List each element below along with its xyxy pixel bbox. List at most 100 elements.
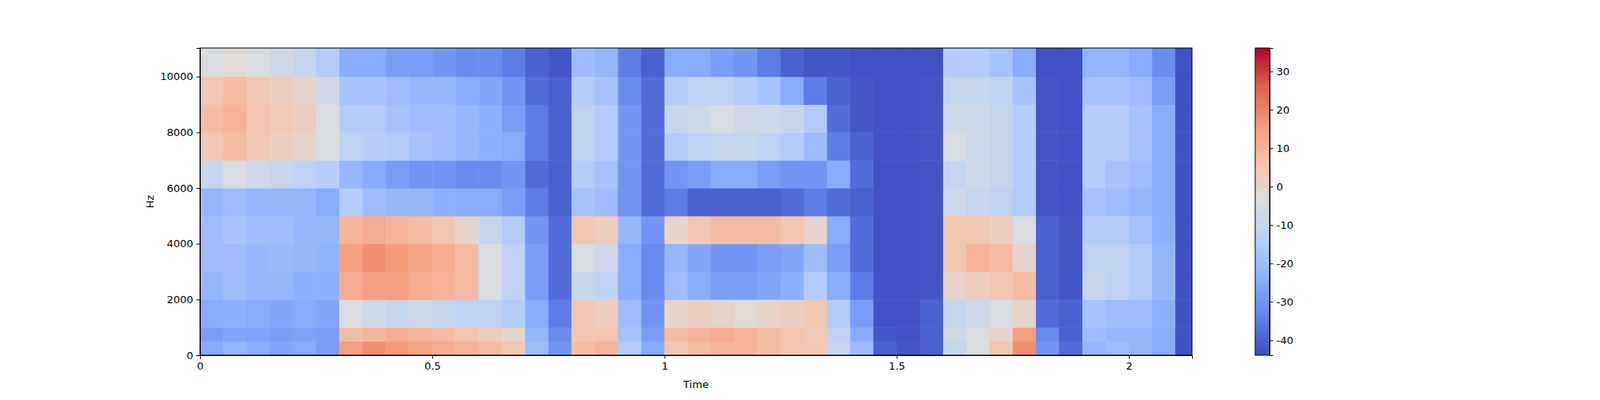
- tick-mark: [196, 132, 201, 133]
- tick-mark: [196, 76, 201, 78]
- cell: [478, 160, 503, 188]
- tick-label: 1: [661, 360, 668, 372]
- cell: [966, 216, 991, 244]
- cell: [548, 76, 572, 105]
- cell: [734, 160, 759, 188]
- cell: [1012, 48, 1037, 77]
- cell: [339, 272, 364, 300]
- cell: [688, 104, 712, 133]
- cell: [385, 299, 410, 328]
- cell: [1036, 327, 1060, 342]
- cell: [640, 104, 665, 133]
- cell: [1105, 188, 1130, 216]
- cell: [594, 188, 619, 216]
- cell: [292, 244, 317, 272]
- cell: [594, 327, 619, 342]
- cell: [1059, 327, 1084, 342]
- tick-mark: [1269, 224, 1274, 226]
- cell: [734, 216, 759, 244]
- cell: [896, 160, 921, 188]
- cell: [920, 160, 944, 188]
- x-axis-title: Time: [682, 378, 709, 391]
- cell: [292, 48, 317, 77]
- cell: [594, 341, 619, 356]
- cell: [316, 341, 340, 356]
- tick: 2: [1125, 355, 1132, 372]
- cell: [966, 132, 991, 160]
- cell: [223, 299, 248, 328]
- cell: [873, 216, 898, 244]
- cell: [966, 244, 991, 272]
- tick: 0: [1269, 180, 1284, 193]
- cell: [1082, 341, 1107, 356]
- cell: [1152, 272, 1176, 300]
- cell: [989, 244, 1014, 272]
- cell: [223, 188, 248, 216]
- cell: [200, 244, 224, 272]
- cell: [757, 188, 782, 216]
- cell: [757, 132, 782, 160]
- cell: [432, 299, 456, 328]
- cell: [757, 327, 782, 342]
- cell: [1036, 76, 1060, 105]
- cell: [362, 132, 387, 160]
- cell: [501, 244, 526, 272]
- cell: [989, 76, 1014, 105]
- cell: [246, 327, 271, 342]
- cell: [1152, 160, 1176, 188]
- cell: [873, 272, 898, 300]
- tick: 1: [661, 355, 668, 372]
- cell: [501, 132, 526, 160]
- cell: [432, 48, 456, 77]
- cell: [478, 244, 503, 272]
- cell: [966, 188, 991, 216]
- cell: [688, 48, 712, 77]
- cell: [617, 132, 642, 160]
- tick-mark: [664, 355, 666, 360]
- cell: [478, 48, 503, 77]
- tick-mark: [196, 188, 201, 189]
- cell: [1012, 76, 1037, 105]
- plot-frame: [200, 48, 1192, 356]
- cell: [757, 244, 782, 272]
- cell: [1082, 327, 1107, 342]
- cell: [896, 244, 921, 272]
- cell: [711, 188, 736, 216]
- cell: [200, 160, 224, 188]
- cell: [850, 104, 875, 133]
- cell: [943, 272, 968, 300]
- cell: [688, 160, 712, 188]
- cell: [432, 272, 456, 300]
- cell: [316, 272, 340, 300]
- cell: [804, 132, 828, 160]
- cell: [408, 327, 433, 342]
- cell: [223, 104, 248, 133]
- cell: [594, 244, 619, 272]
- cell: [455, 160, 480, 188]
- cell: [780, 327, 805, 342]
- cell: [804, 341, 828, 356]
- tick: 6000: [166, 182, 200, 195]
- tick-mark: [196, 299, 201, 300]
- cell: [640, 160, 665, 188]
- cell: [966, 299, 991, 328]
- cell: [269, 244, 294, 272]
- cell: [734, 188, 759, 216]
- cell: [524, 132, 549, 160]
- cell: [1105, 48, 1130, 77]
- cell: [943, 341, 968, 356]
- tick-mark: [196, 244, 201, 245]
- cell: [711, 244, 736, 272]
- cell: [316, 132, 340, 160]
- tick: 2000: [166, 293, 200, 306]
- cell: [385, 48, 410, 77]
- tick: 0: [196, 355, 204, 372]
- cell: [804, 76, 828, 105]
- cell: [617, 160, 642, 188]
- cell: [501, 188, 526, 216]
- cell: [362, 272, 387, 300]
- tick-label: 1.5: [888, 360, 906, 372]
- cell: [571, 132, 596, 160]
- cell: [1059, 132, 1084, 160]
- cell: [989, 216, 1014, 244]
